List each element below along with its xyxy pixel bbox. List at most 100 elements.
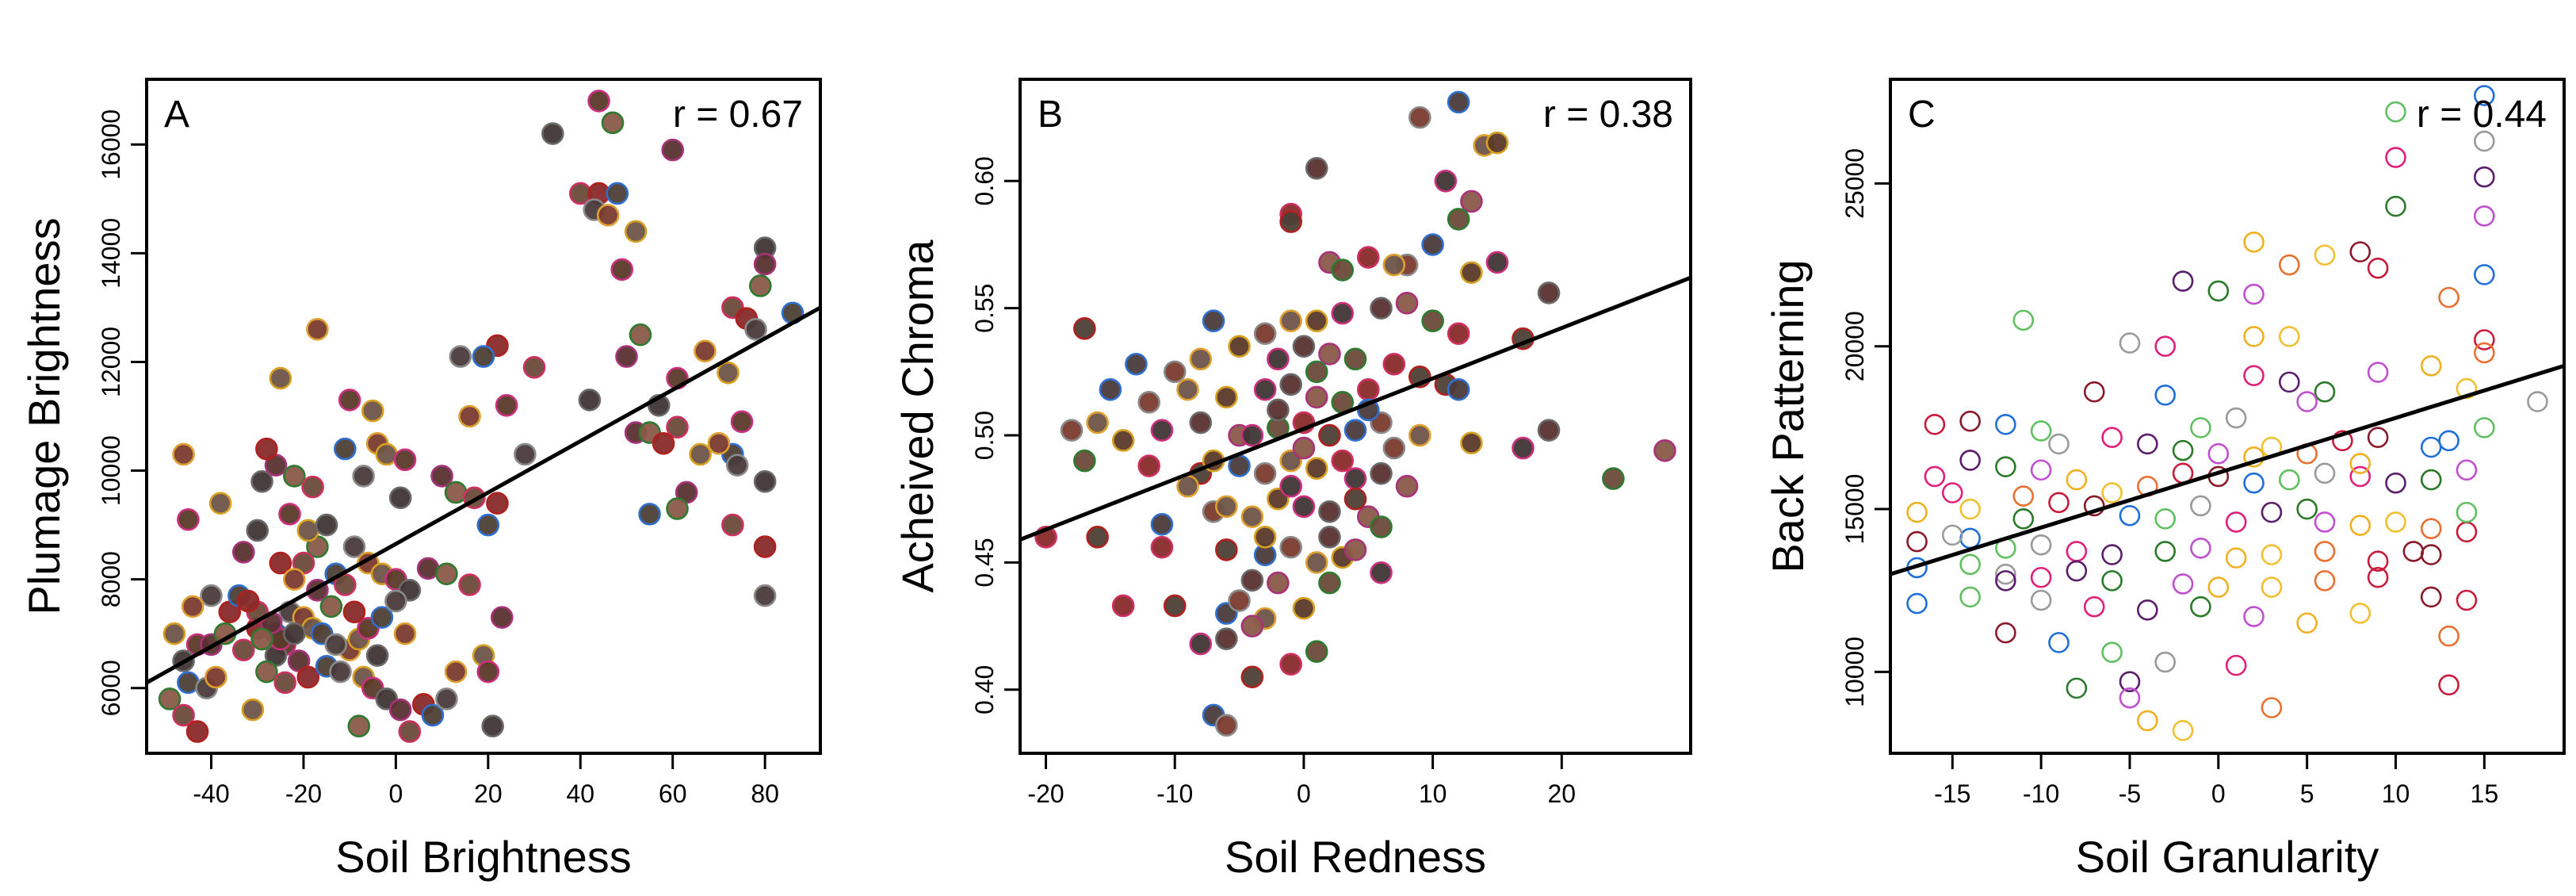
data-point <box>2172 719 2194 741</box>
data-point <box>1279 210 1302 233</box>
data-point <box>2154 541 2177 562</box>
data-point <box>1995 456 2016 477</box>
data-point <box>1305 156 1328 180</box>
data-point <box>1163 360 1187 384</box>
data-point <box>1253 526 1277 549</box>
data-point <box>2190 595 2211 618</box>
data-point <box>1959 410 1981 432</box>
data-point <box>2101 482 2123 504</box>
panel-c: -15 -10 -5 0 5 10 15 10000 15000 20000 25000 Soil G… <box>1763 78 2566 882</box>
data-point <box>2474 417 2495 438</box>
data-point <box>273 671 296 695</box>
data-point <box>1959 450 1981 471</box>
data-point <box>2172 439 2194 461</box>
y-axis-label: Plumage Brightness <box>19 217 69 615</box>
data-point <box>1356 246 1380 269</box>
data-point <box>476 660 500 683</box>
data-point <box>1408 423 1431 447</box>
data-point <box>2066 677 2088 699</box>
data-point <box>296 519 320 542</box>
y-tick-label: 25000 <box>1840 148 1869 219</box>
data-point <box>2474 329 2495 350</box>
data-point <box>1163 594 1187 618</box>
data-point <box>1240 615 1264 638</box>
x-tick-label: 80 <box>751 779 779 808</box>
data-point <box>610 258 633 281</box>
data-point <box>2349 603 2372 624</box>
data-point <box>1421 233 1444 256</box>
data-point <box>2456 377 2478 400</box>
data-point <box>2119 687 2141 709</box>
data-point <box>2243 365 2265 386</box>
points-group <box>1890 85 2564 741</box>
data-point <box>596 204 620 227</box>
data-point <box>2456 459 2478 481</box>
data-point <box>2278 469 2300 491</box>
data-point <box>2296 612 2318 634</box>
x-tick-label: 40 <box>566 779 594 808</box>
x-tick-label: 0 <box>2211 779 2226 808</box>
data-point <box>1959 498 1981 520</box>
data-point <box>2243 606 2265 627</box>
data-point <box>749 274 772 297</box>
data-point <box>231 638 255 662</box>
data-point <box>1331 258 1355 281</box>
data-point <box>1137 391 1160 414</box>
data-point <box>1189 632 1213 656</box>
panel-b: -20 -10 0 10 20 0.40 0.45 0.50 0.55 0.60 Soil Redn… <box>892 78 1692 882</box>
data-point <box>587 90 610 113</box>
data-point <box>481 714 504 738</box>
data-point <box>1125 352 1148 376</box>
data-point <box>352 465 375 488</box>
data-point <box>449 345 472 368</box>
data-point <box>1305 385 1328 409</box>
data-point <box>208 492 232 515</box>
data-point <box>2048 632 2070 653</box>
data-point <box>1073 317 1096 340</box>
data-point <box>2101 641 2123 664</box>
data-point <box>338 389 361 412</box>
points-group <box>147 90 820 743</box>
x-tick-label: -10 <box>2023 779 2059 808</box>
data-point <box>1537 281 1561 304</box>
points-group <box>1020 90 1691 737</box>
data-point <box>458 404 481 428</box>
data-point <box>2066 469 2088 491</box>
data-point <box>2066 560 2088 582</box>
data-point <box>2314 570 2336 592</box>
data-point <box>2225 407 2247 429</box>
y-tick-label: 0.60 <box>970 156 999 205</box>
data-point <box>753 535 777 558</box>
data-point <box>638 503 661 526</box>
data-point <box>2420 469 2442 491</box>
x-tick-label: -40 <box>193 779 229 808</box>
data-point <box>721 513 744 537</box>
data-point <box>2048 433 2070 455</box>
data-point <box>476 513 500 537</box>
data-point <box>2154 385 2177 406</box>
data-point <box>2101 570 2123 592</box>
data-point <box>601 111 625 135</box>
data-point <box>347 714 371 738</box>
data-point <box>1150 535 1174 559</box>
data-point <box>2190 538 2211 559</box>
plot-frame <box>1019 78 1692 755</box>
panel-label: B <box>1038 94 1063 136</box>
data-point <box>1150 419 1174 442</box>
data-point <box>2296 498 2318 520</box>
data-point <box>1228 589 1251 612</box>
data-point <box>753 252 777 276</box>
x-tick-label: -20 <box>1027 779 1064 808</box>
data-point <box>1111 594 1135 618</box>
data-point <box>2190 417 2211 438</box>
data-point <box>1995 622 2016 644</box>
data-point <box>444 660 468 683</box>
data-point <box>301 475 324 499</box>
data-point <box>2083 381 2105 403</box>
x-tick-label: 10 <box>2382 779 2410 808</box>
data-point <box>472 345 495 368</box>
data-point <box>2119 332 2141 354</box>
data-point <box>624 220 648 243</box>
data-point <box>384 589 407 613</box>
data-point <box>1279 474 1302 498</box>
